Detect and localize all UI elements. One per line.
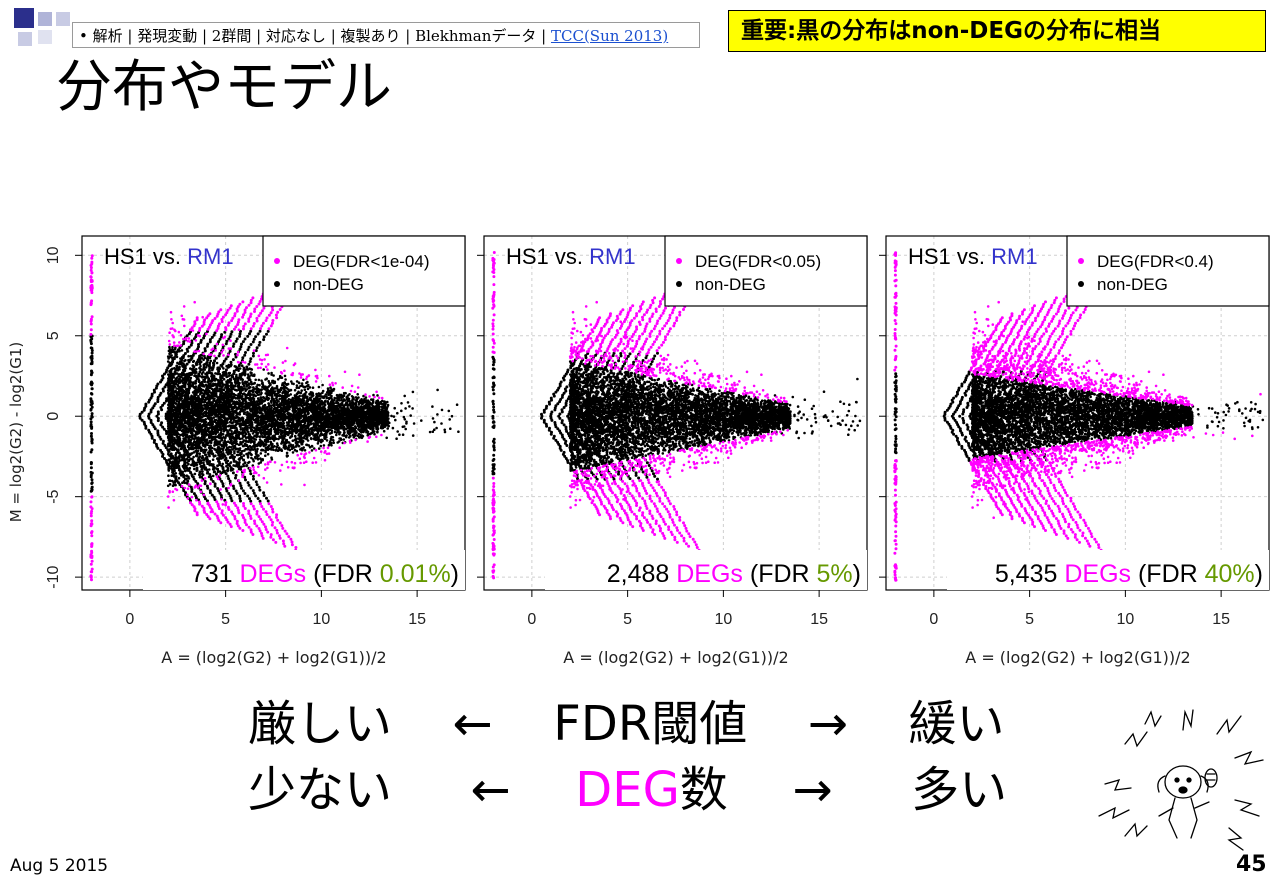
legend-nondeg-label: non-DEG <box>695 275 766 294</box>
plot-title: HS1 vs. RM1 <box>908 244 1038 269</box>
x-tick-label: 5 <box>1025 611 1034 628</box>
annotation-box <box>545 550 867 590</box>
strict-label: 厳しい <box>248 696 393 752</box>
fdr-open: (FDR <box>313 560 380 588</box>
legend-box <box>664 235 868 307</box>
plot-title: HS1 vs. RM1 <box>104 244 234 269</box>
corner-decoration <box>0 0 80 60</box>
arrow-right-icon: → <box>807 696 848 752</box>
title-left: HS1 vs. <box>908 244 991 269</box>
degs-label: DEGs <box>676 560 750 588</box>
deg-count: 2,488 <box>607 560 677 588</box>
fdr-threshold-row: 厳しい ← FDR閾値 → 緩い <box>248 696 1005 752</box>
arrow-left-icon: ← <box>452 696 493 752</box>
y-axis-label-text: M = log2(G2) - log2(G1) <box>7 341 25 523</box>
legend-nondeg-marker <box>1078 281 1084 287</box>
y-tick-label: -5 <box>45 489 62 503</box>
y-tick-label: 10 <box>45 246 62 264</box>
y-tick-label: 0 <box>45 412 62 421</box>
fdr-open: (FDR <box>1138 560 1205 588</box>
x-tick-label: 10 <box>714 611 732 628</box>
page-title: 分布やモデル <box>56 55 392 120</box>
deg-count-annotation: 2,488 DEGs (FDR 5%) <box>607 560 861 588</box>
x-tick-label: 15 <box>408 611 426 628</box>
title-right: RM1 <box>589 244 635 269</box>
legend-nondeg-label: non-DEG <box>293 275 364 294</box>
x-axis-label-3: A = (log2(G2) + log2(G1))/2 <box>965 648 1191 667</box>
legend-nondeg-marker <box>274 281 280 287</box>
fdr-open: (FDR <box>750 560 817 588</box>
x-tick-label: 5 <box>623 611 632 628</box>
breadcrumb-path: • 解析 | 発現変動 | 2群間 | 対応なし | 複製あり | Blekhm… <box>79 27 551 45</box>
x-tick-label: 0 <box>125 611 134 628</box>
deg-count-row: 少ない ← DEG数 → 多い <box>248 762 1007 818</box>
plot-title: HS1 vs. RM1 <box>506 244 636 269</box>
x-axis-label-2: A = (log2(G2) + log2(G1))/2 <box>563 648 789 667</box>
deg-count: 5,435 <box>995 560 1065 588</box>
title-right: RM1 <box>991 244 1037 269</box>
arrow-left-icon: ← <box>470 762 511 818</box>
degs-label: DEGs <box>240 560 314 588</box>
ma-plot-2: 0 5 10 15 HS1 vs. RM1 DEG(FDR<0.05) non-DEG 2,4… <box>477 235 868 628</box>
scatter-points <box>89 254 460 582</box>
fdr-close: ) <box>1255 560 1263 588</box>
legend-box <box>262 235 466 307</box>
scatter-points <box>491 251 862 580</box>
fdr-close: ) <box>451 560 459 588</box>
many-label: 多い <box>911 762 1008 818</box>
x-tick-label: 10 <box>1116 611 1134 628</box>
non-deg-points <box>89 329 460 503</box>
x-tick-label: 15 <box>1212 611 1230 628</box>
deg-highlight: DEG <box>575 762 680 818</box>
notice-box: 重要:黒の分布はnon-DEGの分布に相当 <box>728 10 1266 52</box>
count-label: 数 <box>679 762 728 818</box>
y-tick-label: -10 <box>45 565 62 588</box>
ma-plot-1: 0 5 10 15 -10 -5 0 5 10 HS1 vs. RM1 DEG(FDR<1e-04)… <box>45 235 466 628</box>
deg-count: 731 <box>191 560 240 588</box>
loose-label: 緩い <box>908 696 1005 752</box>
few-label: 少ない <box>248 762 393 818</box>
page-number: 45 <box>1236 852 1267 877</box>
y-axis-label: M = log2(G2) - log2(G1) <box>4 342 28 523</box>
legend-deg-label: DEG(FDR<0.05) <box>695 252 821 271</box>
breadcrumb: • 解析 | 発現変動 | 2群間 | 対応なし | 複製あり | Blekhm… <box>72 22 700 48</box>
deg-count-annotation: 5,435 DEGs (FDR 40%) <box>995 560 1263 588</box>
fdr-value: 40% <box>1205 560 1255 588</box>
scatter-points <box>893 251 1265 582</box>
legend-nondeg-label: non-DEG <box>1097 275 1168 294</box>
dog-doodle-icon <box>1098 709 1264 851</box>
x-tick-label: 0 <box>527 611 536 628</box>
legend-deg-label: DEG(FDR<1e-04) <box>293 252 430 271</box>
non-deg-points <box>893 369 1265 463</box>
legend-deg-label: DEG(FDR<0.4) <box>1097 252 1214 271</box>
fdr-value: 5% <box>817 560 853 588</box>
legend-deg-marker <box>1078 258 1084 264</box>
x-axis-label-1: A = (log2(G2) + log2(G1))/2 <box>161 648 387 667</box>
fdr-close: ) <box>853 560 861 588</box>
breadcrumb-link[interactable]: TCC(Sun 2013) <box>550 27 669 45</box>
x-tick-label: 15 <box>810 611 828 628</box>
ma-plots: 0 5 10 15 -10 -5 0 5 10 HS1 vs. RM1 DEG(FDR<1e-04)… <box>45 235 1270 628</box>
x-tick-label: 0 <box>929 611 938 628</box>
arrow-right-icon: → <box>792 762 833 818</box>
fdr-value: 0.01% <box>380 560 451 588</box>
x-tick-label: 5 <box>221 611 230 628</box>
legend-deg-marker <box>274 258 280 264</box>
legend-nondeg-marker <box>676 281 682 287</box>
non-deg-points <box>491 351 862 481</box>
y-tick-label: 5 <box>45 331 62 340</box>
x-tick-label: 10 <box>312 611 330 628</box>
annotation-box <box>947 550 1269 590</box>
degs-label: DEGs <box>1064 560 1138 588</box>
ma-plot-3: 0 5 10 15 HS1 vs. RM1 DEG(FDR<0.4) non-DEG 5,43… <box>879 235 1270 628</box>
annotation-box <box>143 550 465 590</box>
legend-box <box>1066 235 1270 307</box>
title-left: HS1 vs. <box>104 244 187 269</box>
title-right: RM1 <box>187 244 233 269</box>
legend-deg-marker <box>676 258 682 264</box>
deg-count-annotation: 731 DEGs (FDR 0.01%) <box>191 560 459 588</box>
footer-date: Aug 5 2015 <box>10 856 109 876</box>
fdr-threshold-label: FDR閾値 <box>553 696 748 752</box>
title-left: HS1 vs. <box>506 244 589 269</box>
